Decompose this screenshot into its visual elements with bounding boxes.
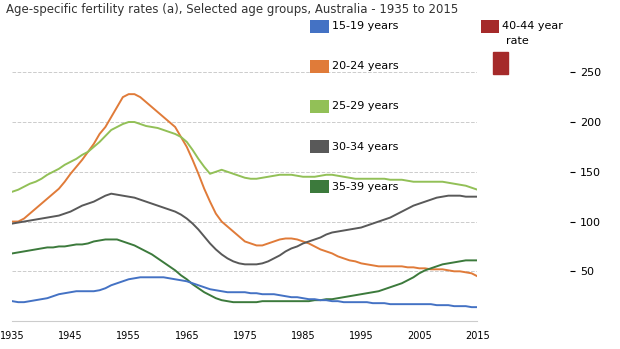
Text: Age-specific fertility rates (a), Selected age groups, Australia - 1935 to 2015: Age-specific fertility rates (a), Select…	[6, 3, 458, 16]
Text: rate: rate	[507, 36, 529, 46]
Text: 40-44 year: 40-44 year	[502, 21, 563, 31]
Text: 35-39 years: 35-39 years	[332, 182, 398, 192]
Text: 15-19 years: 15-19 years	[332, 21, 398, 31]
Text: 20-24 years: 20-24 years	[332, 61, 398, 71]
Bar	[493, 52, 508, 74]
Text: 30-34 years: 30-34 years	[332, 142, 398, 151]
Text: 25-29 years: 25-29 years	[332, 102, 398, 111]
